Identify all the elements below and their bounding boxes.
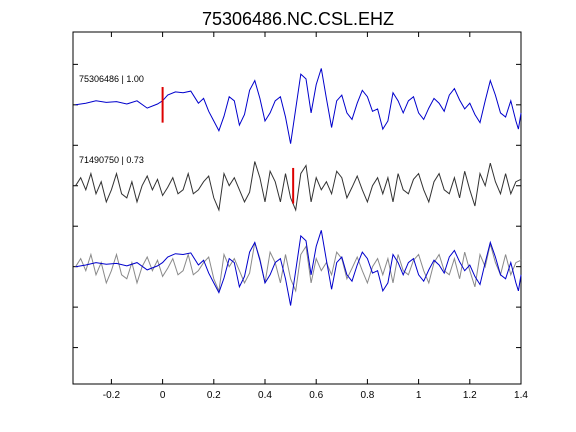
- trace-overlay-secondary: [75, 242, 522, 293]
- x-tick-label: 0.8: [360, 390, 374, 401]
- trace-label: 75306486 | 1.00: [79, 74, 144, 84]
- x-tick-label: 0.4: [258, 390, 272, 401]
- trace-secondary: [75, 161, 522, 212]
- x-tick-label: 1.2: [463, 390, 477, 401]
- chart-title: 75306486.NC.CSL.EHZ: [202, 9, 394, 29]
- trace-labels: 75306486 | 1.00 71490750 | 0.73: [79, 74, 144, 165]
- pick-markers: [161, 87, 295, 204]
- x-tick-label: -0.2: [103, 390, 121, 401]
- traces: [75, 68, 522, 306]
- x-tick-label: 0: [160, 390, 166, 401]
- trace-label: 71490750 | 0.73: [79, 155, 144, 165]
- trace-primary: [75, 68, 522, 144]
- x-tick-label: 1.4: [514, 390, 528, 401]
- axis-ticks: -0.2 0 0.2 0.4 0.6 0.8 1 1.2 1.4: [73, 32, 528, 401]
- plot-area: [72, 31, 522, 385]
- x-tick-label: 0.2: [207, 390, 221, 401]
- trace-overlay-primary: [75, 230, 522, 306]
- x-tick-label: 1: [416, 390, 422, 401]
- x-tick-label: 0.6: [309, 390, 323, 401]
